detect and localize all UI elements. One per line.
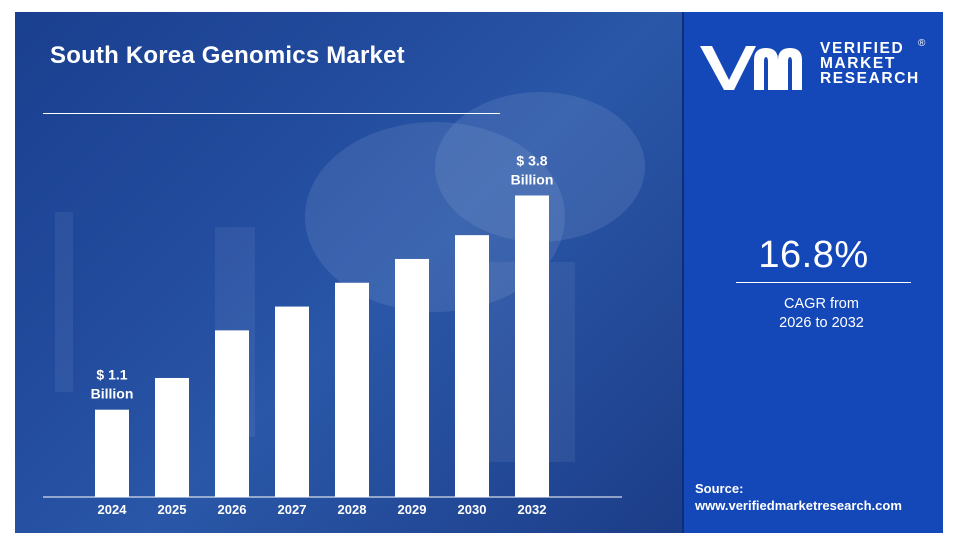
bar-2026 <box>215 330 249 497</box>
x-tick-label: 2027 <box>278 502 307 517</box>
bar-chart: 2024 2025 2026 2027 2028 2029 2030 2032 $ 1.1 Bil… <box>43 152 622 517</box>
registered-mark: ® <box>918 38 926 49</box>
chart-title: South Korea Genomics Market <box>50 42 405 69</box>
source-label: Source: <box>695 481 744 496</box>
bar-2029 <box>395 258 429 497</box>
x-tick-label: 2032 <box>518 502 547 517</box>
bar-2028 <box>335 282 369 497</box>
brand-name: VERIFIED MARKET RESEARCH <box>820 40 920 87</box>
bar-2024 <box>95 409 129 497</box>
brand-line: VERIFIED <box>820 40 905 57</box>
summary-panel: VERIFIED MARKET RESEARCH ® 16.8% CAGR fr… <box>684 12 943 533</box>
x-tick-label: 2028 <box>338 502 367 517</box>
data-label-2024: Billion <box>91 386 134 402</box>
brand-logo-icon <box>700 46 802 90</box>
chart-panel: South Korea Genomics Market 2024 2025 2026… <box>15 12 682 533</box>
data-label-2032: $ 3.8 <box>516 152 547 168</box>
cagr-value: 16.8% <box>758 234 869 276</box>
brand-line: RESEARCH <box>820 70 920 87</box>
infographic: South Korea Genomics Market 2024 2025 2026… <box>15 12 943 533</box>
source-note: Source: www.verifiedmarketresearch.com <box>695 480 902 514</box>
bar-2027 <box>275 306 309 497</box>
bar-2030 <box>455 235 489 498</box>
panel-divider <box>682 12 684 533</box>
bar-2032 <box>515 195 549 497</box>
x-tick-label: 2026 <box>218 502 247 517</box>
cagr-divider <box>736 282 911 283</box>
cagr-label-line: CAGR from <box>784 296 859 312</box>
x-tick-label: 2030 <box>458 502 487 517</box>
x-tick-label: 2029 <box>398 502 427 517</box>
x-tick-label: 2024 <box>98 502 128 517</box>
data-label-2032: Billion <box>511 171 554 187</box>
cagr-label-line: 2026 to 2032 <box>779 315 864 331</box>
brand-line: MARKET <box>820 55 896 72</box>
cagr-label: CAGR from 2026 to 2032 <box>684 295 943 333</box>
source-url: www.verifiedmarketresearch.com <box>695 498 902 513</box>
data-label-2024: $ 1.1 <box>96 367 127 383</box>
x-tick-label: 2025 <box>158 502 187 517</box>
bar-2025 <box>155 377 189 497</box>
background-photo-shape <box>55 212 73 392</box>
title-underline <box>43 113 500 114</box>
